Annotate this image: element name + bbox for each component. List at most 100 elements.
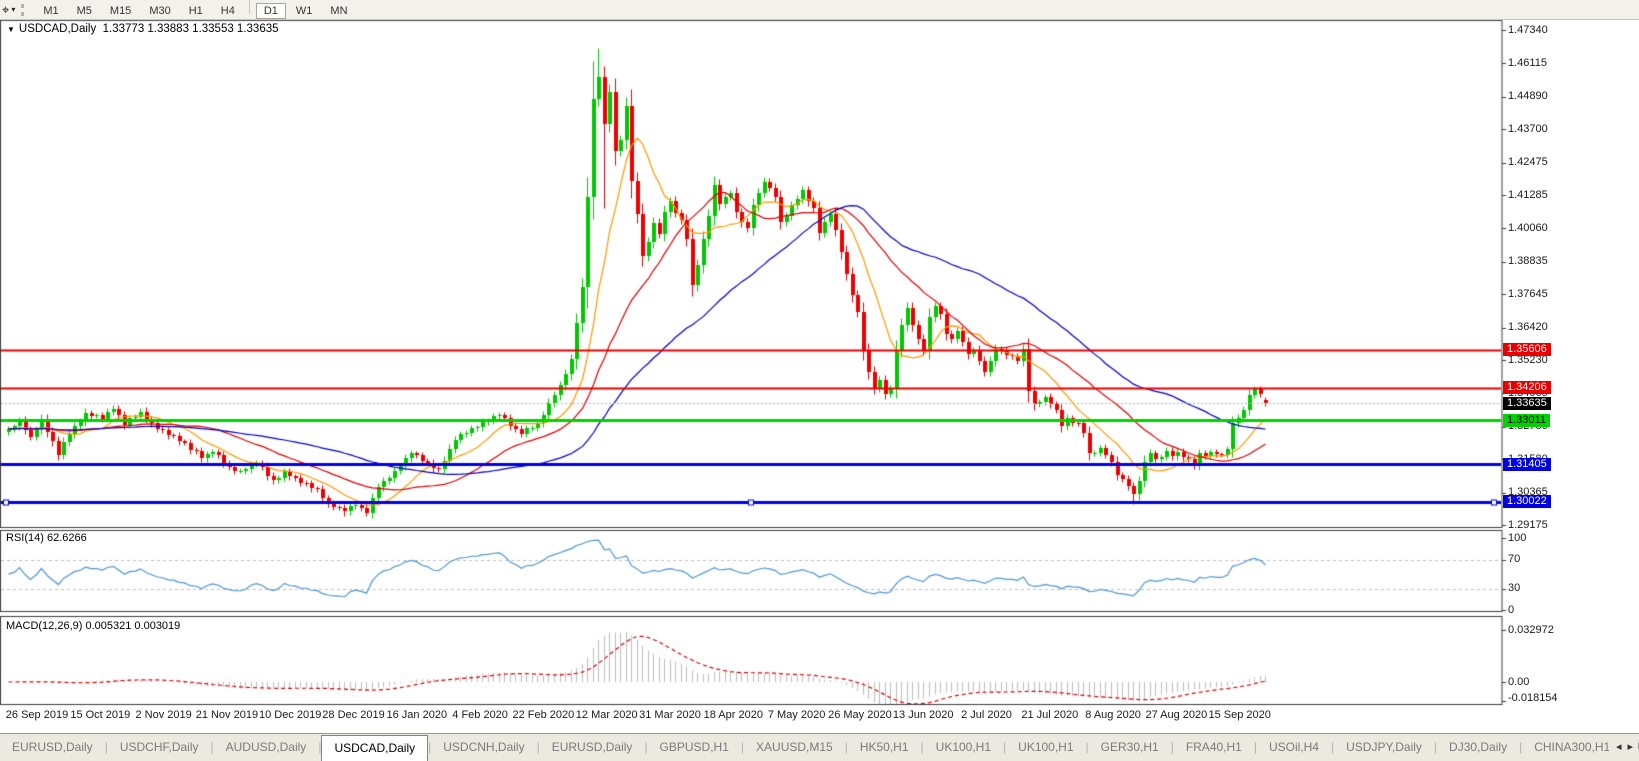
chart-tab-USOil,H[interactable]: USOil,H: [1625, 735, 1639, 759]
tab-separator: |: [740, 740, 745, 754]
tab-separator: |: [104, 740, 108, 754]
chart-tabs: EURUSD,Daily | USDCHF,Daily | AUDUSD,Daily | U…: [0, 734, 1639, 761]
timeframe-button-H1[interactable]: H1: [181, 3, 211, 19]
toolbar: ⌖ ▾ M1 M5 M15 M30 H1 H4 D1 W1 MN: [0, 0, 1639, 20]
date-axis-label: 13 Jun 2020: [892, 709, 954, 721]
chart-tab-UK100,H1[interactable]: UK100,H1: [935, 740, 992, 754]
tab-separator: |: [1330, 740, 1335, 754]
date-axis-label: 15 Sep 2020: [1208, 709, 1271, 721]
tab-separator: |: [1170, 740, 1174, 754]
price-axis-tick: 1.40060: [1508, 221, 1548, 234]
date-axis-label: 26 May 2020: [828, 709, 892, 721]
price-axis-tick: 1.43700: [1508, 122, 1548, 135]
tab-scroll-left-button[interactable]: ◂: [1615, 741, 1622, 753]
tab-separator: |: [210, 740, 214, 754]
rsi-axis-tick: 0: [1508, 603, 1515, 616]
chart-tabs-bar: EURUSD,Daily | USDCHF,Daily | AUDUSD,Daily | U…: [0, 733, 1639, 761]
timeframe-button-M1[interactable]: M1: [35, 3, 66, 19]
tab-separator: |: [1519, 740, 1523, 754]
price-axis-tick: 1.37645: [1508, 287, 1548, 300]
date-axis-label: 21 Nov 2019: [195, 709, 259, 721]
chart-tab-DJ30,Daily[interactable]: DJ30,Daily: [1449, 740, 1508, 754]
price-axis-tick: 1.36420: [1508, 321, 1548, 334]
price-axis-tick: 1.38835: [1508, 255, 1548, 268]
tab-separator: |: [644, 740, 648, 754]
timeframe-button-MN[interactable]: MN: [322, 3, 355, 19]
timeframe-button-W1[interactable]: W1: [288, 3, 321, 19]
chart-tab-HK50,H1[interactable]: HK50,H1: [859, 740, 909, 754]
chart-tab-USDCHF,Daily[interactable]: USDCHF,Daily: [119, 740, 199, 754]
price-axis-tick: 1.47340: [1508, 23, 1548, 36]
date-axis-label: 18 Apr 2020: [703, 709, 763, 721]
chart-ohlc-values: 1.33773 1.33883 1.33553 1.33635: [102, 23, 279, 35]
date-axis-label: 16 Jan 2020: [386, 709, 448, 721]
crosshair-cursor-icon[interactable]: ⌖: [2, 2, 10, 17]
chart-tab-GBPUSD,H1[interactable]: GBPUSD,H1: [659, 740, 729, 754]
chart-tab-USDCNH,Daily[interactable]: USDCNH,Daily: [443, 740, 525, 754]
date-axis-label: 27 Aug 2020: [1145, 709, 1208, 721]
date-axis-label: 4 Feb 2020: [452, 709, 508, 721]
timeframe-buttons: M1 M5 M15 M30 H1 H4 D1 W1 MN: [34, 0, 356, 19]
date-axis-label: 22 Feb 2020: [512, 709, 575, 721]
rsi-axis-tick: 70: [1508, 553, 1521, 566]
tab-separator: |: [920, 740, 924, 754]
price-axis-tick: 1.35230: [1508, 353, 1548, 366]
current-price-label: 1.33635: [1503, 396, 1551, 410]
date-axis-label: 10 Dec 2019: [258, 709, 322, 721]
price-axis-tick: 1.44890: [1508, 90, 1548, 103]
tab-scroll-arrows: ◂ ▸: [1608, 740, 1636, 753]
macd-indicator-label: MACD(12,26,9) 0.005321 0.003019: [6, 620, 181, 632]
rsi-axis-tick: 30: [1508, 582, 1521, 595]
chart-tab-AUDUSD,Daily[interactable]: AUDUSD,Daily: [225, 740, 307, 754]
chart-tab-EURUSD,Daily[interactable]: EURUSD,Daily: [551, 740, 633, 754]
timeframe-button-D1[interactable]: D1: [255, 3, 286, 19]
tab-separator: |: [318, 740, 322, 754]
tab-separator: |: [1003, 740, 1007, 754]
rsi-indicator-label: RSI(14) 62.6266: [6, 532, 87, 544]
chart-title[interactable]: ▼ USDCAD,Daily 1.33773 1.33883 1.33553 1.…: [7, 23, 279, 35]
price-axis-tick: 1.46115: [1508, 56, 1547, 69]
chart-tab-FRA40,H1[interactable]: FRA40,H1: [1185, 740, 1242, 754]
date-axis-label: 2 Nov 2019: [135, 709, 192, 721]
price-line-label[interactable]: 1.33011: [1503, 413, 1550, 427]
toolbar-separator: [248, 0, 250, 14]
chart-tab-EURUSD,Daily[interactable]: EURUSD,Daily: [12, 740, 93, 754]
date-axis-label: 31 Mar 2020: [639, 709, 701, 721]
date-axis-label: 7 May 2020: [767, 709, 826, 721]
date-axis-label: 26 Sep 2019: [5, 709, 69, 721]
chart-tab-UK100,H1[interactable]: UK100,H1: [1018, 740, 1074, 754]
date-axis-label: 12 Mar 2020: [575, 709, 638, 721]
tab-separator: |: [1433, 740, 1438, 754]
symbol-dropdown-icon[interactable]: ▼: [7, 25, 15, 34]
toolbar-grip[interactable]: [21, 3, 27, 16]
tool-dropdown-arrow-icon[interactable]: ▾: [11, 5, 16, 14]
price-axis-tick: 1.29175: [1508, 518, 1548, 531]
chart-tab-USOil,H4[interactable]: USOil,H4: [1268, 740, 1319, 754]
rsi-axis-tick: 100: [1508, 531, 1527, 544]
tab-scroll-right-button[interactable]: ▸: [1627, 741, 1633, 753]
price-line-label[interactable]: 1.30022: [1503, 495, 1551, 509]
date-axis-label: 8 Aug 2020: [1085, 709, 1141, 721]
date-axis-label: 28 Dec 2019: [322, 709, 385, 721]
chart-symbol: USDCAD,Daily: [18, 23, 97, 35]
macd-axis-tick: 0.00: [1508, 675, 1530, 688]
chart-tab-GER30,H1[interactable]: GER30,H1: [1100, 740, 1159, 754]
chart-tab-XAUUSD,M15[interactable]: XAUUSD,M15: [756, 740, 833, 754]
timeframe-button-M5[interactable]: M5: [69, 3, 100, 19]
tab-separator: |: [536, 740, 540, 754]
tab-separator: |: [1253, 740, 1257, 754]
timeframe-button-H4[interactable]: H4: [213, 3, 243, 19]
date-axis-label: 15 Oct 2019: [70, 709, 131, 721]
price-line-label[interactable]: 1.34206: [1503, 381, 1551, 395]
chart-tab-USDJPY,Daily[interactable]: USDJPY,Daily: [1346, 740, 1422, 754]
chart-tab-USDCAD,Daily[interactable]: USDCAD,Daily: [321, 735, 429, 761]
date-axis-label: 21 Jul 2020: [1021, 709, 1079, 721]
timeframe-button-M15[interactable]: M15: [102, 3, 139, 19]
price-axis-tick: 1.42475: [1508, 156, 1548, 169]
macd-axis-tick: -0.018154: [1508, 691, 1558, 704]
chart-tab-CHINA300,H1[interactable]: CHINA300,H1: [1534, 740, 1611, 754]
price-line-label[interactable]: 1.31405: [1503, 457, 1551, 471]
timeframe-button-M30[interactable]: M30: [141, 3, 178, 19]
price-line-label[interactable]: 1.35606: [1503, 343, 1551, 357]
